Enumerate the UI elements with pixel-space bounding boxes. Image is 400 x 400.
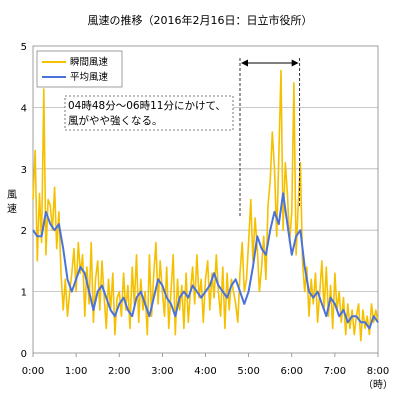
x-tick-label: 5:00	[237, 366, 259, 377]
chart-title: 風速の推移（2016年2月16日：日立市役所）	[88, 13, 313, 27]
y-axis-label: 風 速	[7, 189, 17, 215]
series-layer	[32, 69, 379, 342]
span-arrow-head-left	[241, 59, 248, 67]
y-tick-label: 1	[21, 288, 27, 299]
y-tick-label: 3	[21, 165, 27, 176]
x-tick-label: 2:00	[108, 366, 130, 377]
legend-box	[36, 50, 123, 88]
annotation-line-2: 風がやや強くなる。	[68, 114, 163, 127]
y-axis-label-char-2: 速	[7, 203, 17, 215]
series-average-wind-line	[32, 192, 379, 330]
x-tick-label: 0:00	[22, 366, 44, 377]
x-tick-label: 7:00	[324, 366, 346, 377]
x-tick-label: 6:00	[281, 366, 303, 377]
annotation-line-1: 04時48分～06時11分にかけて、	[68, 100, 226, 112]
x-tick-label: 4:00	[194, 366, 216, 377]
x-tick-label: 8:00	[367, 366, 389, 377]
y-axis-label-char-1: 風	[7, 189, 17, 201]
annotation-span-marker	[239, 58, 301, 218]
x-axis-label: （時）	[363, 379, 393, 391]
y-tick-label: 5	[21, 42, 27, 53]
axes: 0 1 2 3 4 5 0:00 1:00 2:00 3:00 4:00 5:00 6:00 7:00 8:…	[21, 42, 390, 377]
y-tick-label: 4	[21, 103, 27, 114]
x-tick-label: 3:00	[151, 366, 173, 377]
x-tick-label: 1:00	[65, 366, 87, 377]
annotation: 04時48分～06時11分にかけて、 風がやや強くなる。	[64, 95, 234, 131]
y-tick-label: 0	[21, 349, 27, 360]
legend: 瞬間風速 平均風速	[36, 50, 123, 88]
series-instant-wind-line	[32, 69, 379, 342]
annotation-box	[64, 95, 234, 131]
span-arrow-head-right	[291, 59, 299, 67]
y-tick-label: 2	[21, 226, 27, 237]
legend-label-instant: 瞬間風速	[70, 56, 109, 68]
legend-label-average: 平均風速	[70, 71, 109, 83]
